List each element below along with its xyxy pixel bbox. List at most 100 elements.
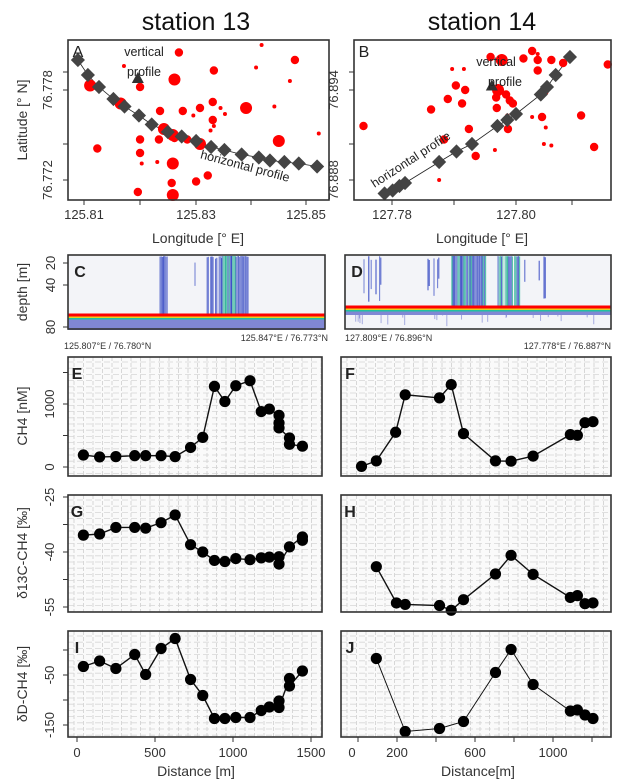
seep-point	[84, 79, 97, 92]
ch4-axis-label: CH4 [nM]	[14, 386, 30, 445]
profile-station-diamond	[310, 159, 325, 174]
seep-point	[259, 43, 264, 47]
seep-point	[316, 131, 321, 136]
y-tick-label: 40	[43, 278, 58, 292]
data-point	[390, 597, 403, 609]
seep-point	[460, 85, 470, 95]
data-point	[155, 517, 167, 529]
data-point	[587, 416, 599, 428]
data-point	[110, 451, 122, 463]
panel-letter-c: C	[74, 264, 86, 281]
seep-point	[530, 115, 535, 119]
seep-point	[272, 104, 277, 109]
data-point	[129, 521, 141, 534]
seep-point	[533, 55, 542, 65]
profile-station-diamond	[251, 150, 266, 165]
vertical-profile-label: profile	[127, 65, 161, 79]
data-point	[527, 568, 539, 580]
y-tick-label: 76.778	[40, 70, 55, 110]
seep-point	[93, 144, 102, 153]
seep-point	[203, 171, 212, 180]
profile-station-diamond	[234, 147, 249, 162]
seep-point	[211, 124, 216, 128]
seep-point	[191, 113, 196, 118]
x-tick-label: 0	[73, 745, 80, 760]
line-panel-e	[68, 357, 322, 476]
profile-station-diamond	[262, 153, 277, 168]
data-point	[208, 712, 221, 725]
seep-point	[287, 79, 292, 83]
data-point	[169, 451, 181, 463]
profile-station-diamond	[217, 142, 232, 158]
seep-point	[543, 125, 548, 130]
data-point	[283, 680, 296, 692]
data-point	[527, 678, 539, 691]
data-point	[399, 725, 411, 738]
y-tick-label: 76.888	[326, 160, 341, 200]
panel-letter-f: F	[345, 366, 355, 383]
panel-letter-e: E	[72, 366, 83, 383]
seep-point	[135, 148, 145, 158]
panel-letter-j: J	[346, 640, 355, 657]
seep-point	[426, 105, 436, 114]
seep-point	[218, 106, 223, 110]
data-point	[169, 632, 181, 645]
data-point	[283, 541, 296, 553]
x-tick-label: 1500	[297, 745, 326, 760]
panel-letter-b: B	[359, 44, 370, 61]
y-tick-label: 0	[42, 463, 57, 470]
plot-background	[341, 495, 611, 612]
data-point	[457, 428, 470, 440]
data-point	[296, 440, 309, 452]
data-point	[155, 450, 167, 462]
x-tick-label: 200	[386, 745, 408, 760]
seep-point	[535, 52, 540, 56]
seep-point	[547, 55, 556, 65]
x-tick-label: 1000	[219, 745, 248, 760]
seep-point	[359, 121, 368, 131]
seafloor-green-line	[68, 318, 325, 320]
data-point	[263, 701, 275, 713]
map-background	[68, 40, 329, 200]
seep-point	[439, 135, 449, 144]
plot-background	[341, 631, 611, 737]
vertical-profile-label: vertical	[124, 45, 164, 59]
x-tick-label: 1000	[539, 745, 568, 760]
data-point	[94, 655, 106, 667]
x-tick-label: 0	[348, 745, 355, 760]
seep-point	[443, 94, 452, 104]
seafloor-red-line	[68, 313, 325, 317]
profile-station-diamond	[277, 154, 292, 170]
line-panel-f	[341, 357, 611, 476]
y-tick-label: -40	[42, 543, 57, 562]
line-panel-h	[341, 495, 611, 616]
data-point	[219, 395, 231, 408]
data-point	[587, 712, 599, 725]
plot-frame	[340, 630, 612, 738]
profile-station-diamond	[548, 67, 563, 83]
echogram-d-end-coordinate: 127.778°E / 76.887°N	[524, 341, 611, 351]
data-point	[587, 597, 599, 609]
seep-point	[208, 97, 217, 107]
data-point	[571, 429, 583, 441]
data-point	[457, 715, 470, 728]
seep-point	[503, 124, 513, 134]
plot-frame	[67, 630, 323, 738]
distance-axis-label-right: Distance[m]	[441, 763, 515, 779]
data-point	[169, 509, 181, 521]
x-tick-label: 127.78	[372, 207, 412, 222]
seep-point	[168, 73, 181, 86]
data-point	[208, 554, 221, 567]
seep-point	[576, 111, 586, 120]
plot-frame	[67, 356, 323, 477]
data-point	[296, 665, 309, 677]
data-point	[273, 422, 285, 434]
profile-station-diamond	[500, 112, 515, 128]
seep-point	[519, 54, 528, 63]
plot-background	[68, 631, 322, 737]
data-point	[94, 528, 106, 540]
data-point	[445, 604, 457, 616]
map-frame	[67, 39, 330, 201]
y-tick-label: 76.772	[40, 160, 55, 200]
seep-point	[589, 142, 599, 152]
